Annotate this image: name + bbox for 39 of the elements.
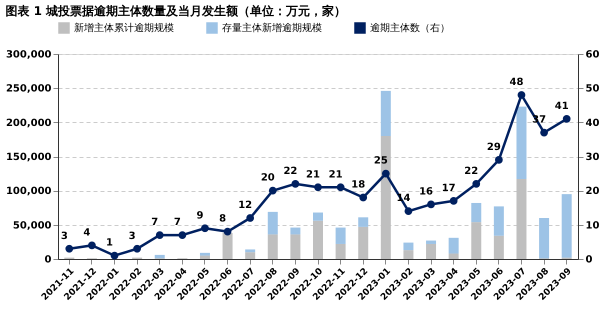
y-tick-label: 0	[44, 254, 52, 266]
y2-tick-label: 30	[586, 152, 600, 163]
y2-tick-label: 50	[586, 84, 600, 95]
data-label: 4	[83, 227, 90, 238]
data-label: 17	[442, 182, 456, 194]
data-label: 29	[486, 142, 501, 153]
data-label: 3	[128, 230, 136, 242]
data-label: 22	[283, 166, 298, 177]
y2-tick-label: 0	[586, 254, 592, 266]
data-label: 20	[260, 172, 275, 184]
data-label: 3	[60, 230, 68, 242]
legend-label: 新增主体累计逾期规模	[74, 22, 174, 34]
data-label: 1	[106, 238, 114, 249]
data-label: 25	[374, 156, 388, 167]
y2-tick-label: 10	[586, 220, 600, 232]
y-tick-label: 150,000	[6, 152, 52, 163]
y-tick-label: 100,000	[6, 186, 52, 198]
legend-label: 存量主体新增逾期规模	[222, 22, 322, 34]
data-label: 21	[328, 169, 343, 180]
chart-title: 图表 1 城投票据逾期主体数量及当月发生额（单位：万元，家）	[5, 4, 346, 18]
y-tick-label: 300,000	[6, 50, 52, 60]
data-label: 12	[238, 200, 252, 211]
data-label: 21	[306, 169, 320, 180]
data-label: 16	[419, 186, 434, 198]
y2-tick-label: 60	[586, 50, 600, 60]
y-tick-label: 50,000	[12, 220, 52, 232]
y2-tick-label: 20	[586, 186, 600, 198]
y-tick-label: 250,000	[6, 84, 52, 95]
data-label: 41	[554, 100, 569, 112]
data-label: 7	[174, 217, 181, 228]
y-tick-label: 200,000	[6, 118, 52, 129]
data-label: 8	[219, 214, 226, 225]
data-label: 18	[351, 180, 366, 190]
y2-tick-label: 40	[586, 118, 600, 129]
data-label: 22	[464, 166, 478, 177]
data-label: 9	[196, 210, 204, 222]
data-label: 7	[151, 217, 158, 228]
legend-label: 逾期主体数（右）	[370, 22, 450, 34]
data-label: 48	[510, 77, 524, 88]
